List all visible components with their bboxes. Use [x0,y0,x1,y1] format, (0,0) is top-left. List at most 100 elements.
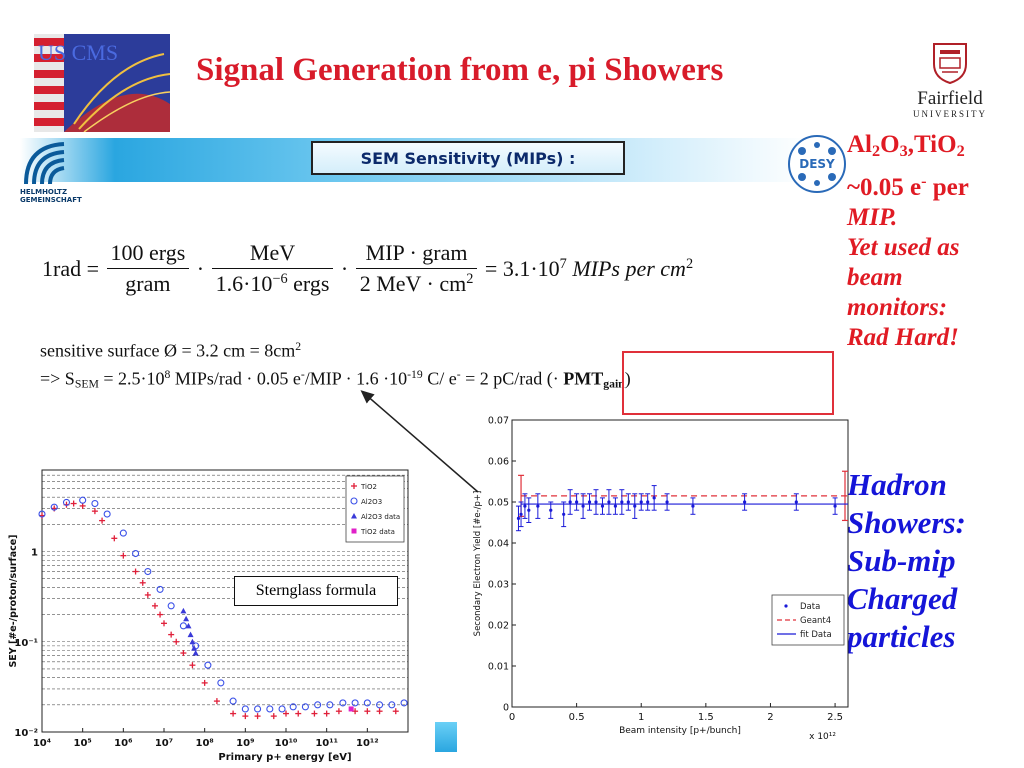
legend-marker [784,604,788,608]
data-point [79,502,86,509]
x-tick-label: 10⁹ [236,738,254,749]
ssem-exp1: 8 [164,368,171,381]
eq-f2-den-b: ergs [287,271,330,296]
data-point [633,504,637,508]
data-point [295,710,302,717]
data-point [70,500,77,507]
data-point [156,585,164,593]
y-tick-label: 0.05 [488,498,509,509]
ssem-gain: gain [603,377,625,391]
data-point [213,698,220,705]
y-tick-label: 0 [503,703,509,714]
shield-icon [933,43,967,85]
oxide-line-2: ~0.05 e- per [847,172,969,201]
data-point [254,705,262,713]
eq-rhs-exp: 7 [559,255,567,272]
series-data [515,485,838,532]
data-point [326,701,334,709]
data-point [376,708,383,715]
data-point [527,508,531,512]
eq-f3-den-a: 2 MeV · cm [359,271,467,296]
data-point [168,631,175,638]
ssem-exp3: -19 [407,368,423,381]
y-tick-label: 0.02 [488,621,509,632]
data-point [575,500,579,504]
data-point [111,535,118,542]
helmholtz-text: HELMHOLTZ GEMEINSCHAFT [20,188,82,204]
data-point [230,710,237,717]
eq-frac-3: MIP · gram 2 MeV · cm2 [355,240,478,297]
series-al2o3-data [180,607,199,656]
legend-label: Al2O3 data [361,513,400,521]
sternglass-label: Sternglass formula [234,576,398,606]
data-point [339,699,347,707]
hadron-line-3: Sub-mip [847,543,956,578]
eq-frac-1: 100 ergs gram [106,240,190,297]
data-point [167,602,175,610]
data-point [363,699,371,707]
ssem-b: = 2.5·10 [98,368,165,389]
data-point [201,679,208,686]
eq-f1-num: 100 ergs [106,240,190,269]
data-point [91,508,98,515]
data-point [665,500,669,504]
legend-marker [351,513,357,519]
x-tick-label: 1 [638,712,644,723]
data-point [351,699,359,707]
data-point [183,615,190,622]
ssem-g: ) [624,368,631,389]
data-point [536,504,540,508]
data-point [364,708,371,715]
y-tick-label: 0.03 [488,580,509,591]
y-tick-label: 0.07 [488,416,509,427]
oxide-line-5: beam [847,264,903,291]
series-al2o3 [38,496,408,713]
helmholtz-logo: HELMHOLTZ GEMEINSCHAFT [20,136,82,206]
data-point [523,504,527,508]
data-point [144,591,151,598]
legend-marker [350,497,358,505]
fairfield-sub: UNIVERSITY [913,109,987,119]
surface-exp: 2 [295,340,302,353]
data-point [99,517,106,524]
data-point [79,496,87,504]
data-point [691,504,695,508]
eq-f3-den-exp: 2 [466,271,474,288]
y-axis-label: SEY [#e-/proton/surface] [8,534,19,667]
data-point [562,512,566,516]
data-point [189,662,196,669]
eq-f2-num: MeV [211,240,334,269]
series-tio2 [39,500,399,720]
data-point [157,611,164,618]
ssem-line: => SSEM = 2.5·108 MIPs/rad · 0.05 e-/MIP… [40,368,631,390]
data-point [743,500,747,504]
data-point [549,508,553,512]
x-tick-label: 10¹⁰ [275,738,298,749]
plot-frame [511,419,849,708]
y-tick-label: 10⁻² [14,728,38,739]
x-tick-label: 2.5 [827,712,843,723]
x-tick-label: 10⁴ [33,738,51,749]
data-point [120,552,127,559]
hadron-line-4: Charged [847,581,958,616]
data-point [151,602,158,609]
data-point [180,650,187,657]
data-point [241,705,249,713]
data-point [301,703,309,711]
x-axis-label: Primary p+ energy [eV] [218,752,351,763]
x-tick-label: 10¹² [356,738,379,749]
slide-title: Signal Generation from e, pi Showers [196,52,724,88]
sey-energy-chart: 10⁴ 10⁵ 10⁶ 10⁷ 10⁸ 10⁹ 10¹⁰ 10¹¹ 10¹² 10⁻² 10⁻¹ 1 P… [8,469,409,763]
y-axis-label: Secondary Electron Yield [#e-/p+] [473,491,483,637]
eq-rhs-b: MIPs per cm [566,255,686,281]
ssem-f: = 2 pC/rad (· [460,368,564,389]
x-tick-label: 10⁷ [155,738,173,749]
data-point [161,620,167,627]
eq-frac-2: MeV 1.6·10−6 ergs [211,240,334,297]
desy-text: DESY [799,157,835,171]
eq-f3-num: MIP · gram [355,240,478,269]
eq-lhs: 1rad = [42,255,99,281]
data-point [229,697,237,705]
data-point [283,710,289,717]
hadron-line-5: particles [847,619,956,654]
